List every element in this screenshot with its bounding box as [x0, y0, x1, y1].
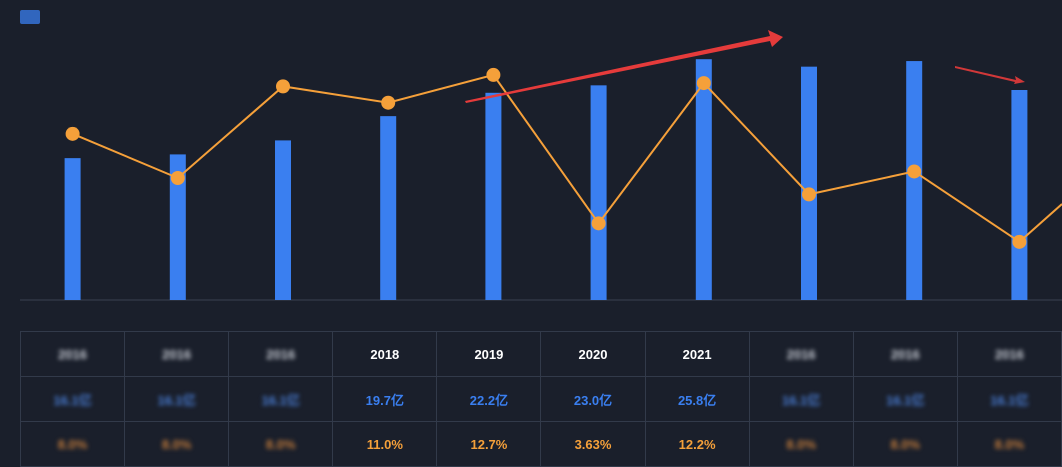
blurred-cell-content: 2016 — [58, 346, 87, 362]
growth-cell: 8.0% — [228, 421, 334, 467]
growth-cell: 3.63% — [540, 421, 646, 467]
year-cell: 2016 — [228, 331, 334, 377]
blurred-cell-content: 2016 — [890, 346, 920, 362]
revenue-bar — [275, 140, 291, 300]
revenue-bar — [64, 158, 81, 300]
growth-point — [1012, 234, 1027, 249]
blurred-cell-content: 8.0% — [890, 436, 921, 452]
revenue-cell: 16.1亿 — [748, 376, 854, 422]
year-cell: 2016 — [748, 331, 854, 377]
revenue-bar — [1011, 90, 1028, 300]
growth-row: 8.0% 8.0% 8.0% 11.0% 12.7% 3.63% 12.2% 8.0% 8.0%… — [19, 421, 1062, 467]
chart-logo-icon — [20, 10, 40, 24]
revenue-cell: 16.1亿 — [19, 376, 126, 422]
growth-cell: 12.2% — [644, 421, 750, 467]
chart-area — [20, 10, 1062, 301]
revenue-cell: 23.0亿 — [540, 376, 646, 422]
growth-cell: 8.0% — [852, 421, 958, 467]
year-cell: 2016 — [124, 331, 230, 377]
trend-arrow-small — [955, 66, 1025, 84]
blurred-cell-content: 16.1亿 — [782, 392, 821, 408]
growth-cell: 12.7% — [436, 421, 542, 467]
growth-point — [907, 164, 922, 179]
year-cell: 2018 — [332, 331, 438, 377]
revenue-bar — [380, 116, 397, 300]
blurred-cell-content: 2016 — [786, 346, 816, 362]
growth-point — [486, 67, 501, 82]
blurred-cell-content: 2016 — [162, 346, 192, 362]
revenue-bar — [590, 85, 607, 300]
blurred-cell-content: 8.0% — [57, 436, 88, 452]
blurred-cell-content: 16.1亿 — [157, 392, 196, 408]
revenue-cell: 25.8亿 — [644, 376, 750, 422]
revenue-bar — [801, 66, 817, 301]
blurred-cell-content: 8.0% — [161, 436, 192, 452]
revenue-bar — [485, 92, 502, 300]
revenue-cell: 19.7亿 — [332, 376, 438, 422]
blurred-cell-content: 2016 — [994, 346, 1024, 362]
trend-arrow — [465, 30, 783, 103]
revenue-bar — [169, 154, 186, 300]
blurred-cell-content: 2016 — [266, 346, 296, 362]
year-cell: 2019 — [436, 331, 542, 377]
year-cell: 2016 — [19, 331, 126, 377]
revenue-cell: 16.1亿 — [228, 376, 334, 422]
growth-cell: 8.0% — [124, 421, 230, 467]
revenue-bar — [695, 59, 712, 301]
revenue-cell: 22.2亿 — [436, 376, 542, 422]
blurred-cell-content: 16.1亿 — [886, 392, 925, 408]
year-cell: 2016 — [852, 331, 958, 377]
revenue-cell: 16.1亿 — [852, 376, 958, 422]
year-cell: 2016 — [956, 331, 1062, 377]
growth-point — [696, 76, 711, 91]
year-cell: 2021 — [644, 331, 750, 377]
growth-cell: 8.0% — [956, 421, 1062, 467]
year-cell: 2020 — [540, 331, 646, 377]
growth-cell: 8.0% — [748, 421, 854, 467]
growth-point — [65, 126, 80, 141]
blurred-cell-content: 16.1亿 — [53, 392, 92, 408]
blurred-cell-content: 16.1亿 — [261, 392, 300, 408]
growth-point — [381, 95, 396, 110]
blurred-cell-content: 8.0% — [265, 436, 296, 452]
growth-point — [276, 79, 290, 94]
data-table: 2016 2016 2016 2018 2019 2020 2021 2016 2016 2016… — [19, 331, 1062, 467]
revenue-bar — [906, 61, 923, 300]
growth-point — [170, 171, 185, 185]
blurred-cell-content: 16.1亿 — [990, 392, 1029, 408]
year-row: 2016 2016 2016 2018 2019 2020 2021 2016 2016 2016 — [19, 331, 1062, 377]
revenue-cell: 16.1亿 — [124, 376, 230, 422]
growth-cell: 8.0% — [19, 421, 126, 467]
growth-cell: 11.0% — [332, 421, 438, 467]
blurred-cell-content: 8.0% — [994, 436, 1025, 452]
growth-point — [591, 216, 606, 231]
combo-chart — [20, 30, 1062, 301]
revenue-row: 16.1亿 16.1亿 16.1亿 19.7亿 22.2亿 23.0亿 25.8亿 16.1亿… — [19, 376, 1062, 422]
growth-point — [802, 187, 816, 202]
blurred-cell-content: 8.0% — [786, 436, 817, 452]
revenue-cell: 16.1亿 — [956, 376, 1062, 422]
